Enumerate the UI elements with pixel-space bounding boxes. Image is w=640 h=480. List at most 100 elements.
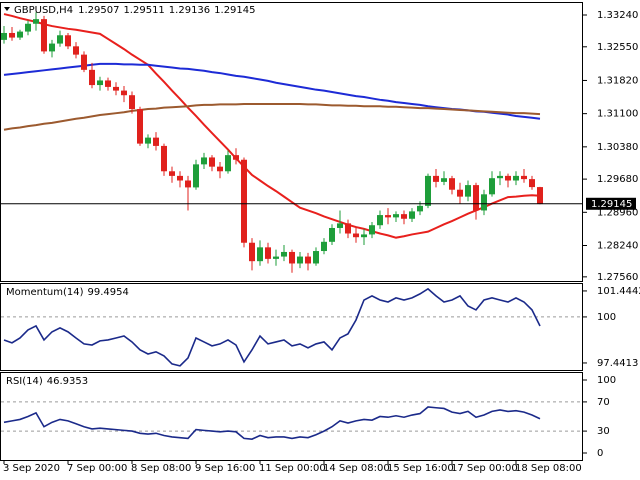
candle-body [217,166,223,172]
candle-body [65,35,71,47]
moving-average [3,102,541,131]
rsi-title: RSI(14) [6,376,43,387]
candle-body [153,137,159,146]
candle-body [193,164,199,188]
indicator-line [3,406,541,440]
y-tick-label: 1.32550 [597,42,638,53]
candle-body [177,175,183,181]
menu-icon [4,7,10,11]
candle-body [209,157,215,167]
candle-body [529,179,535,188]
x-tick-label: 8 Sep 08:00 [131,463,191,474]
y-tick-label: 100 [597,375,616,386]
candle-body [297,256,303,264]
candle-body [537,187,543,204]
y-tick-label: 30 [597,426,610,437]
y-tick-label: 0 [597,448,603,459]
candle-body [73,46,79,55]
candle-body [289,251,295,264]
y-tick-label: 1.27560 [597,272,638,283]
candle-body [521,175,527,180]
rsi-header: RSI(14) 46.9353 [6,376,88,387]
candle-body [41,19,47,52]
candle-body [321,241,327,252]
candle-body [385,215,391,218]
candle-body [137,109,143,144]
candle-body [265,247,271,259]
y-tick-label: 1.31820 [597,75,638,86]
y-tick-label: 1.28240 [597,241,638,252]
candle-body [25,23,31,32]
candle-body [401,214,407,219]
momentum-header: Momentum(14) 99.4954 [6,287,129,298]
candle-body [313,251,319,264]
rsi-panel-frame [0,372,583,461]
header-open: 1.29507 [78,5,119,16]
candle-body [281,251,287,257]
y-tick-label: 1.30380 [597,142,638,153]
candle-body [473,185,479,211]
x-tick-label: 18 Sep 08:00 [515,463,582,474]
candle-body [377,215,383,226]
candle-body [425,175,431,206]
candle-body [49,43,55,52]
candle-body [185,180,191,188]
y-tick-label: 97.4413 [597,358,638,369]
header-low: 1.29136 [169,5,210,16]
y-tick-label: 101.4442 [597,286,640,297]
candle-body [201,157,207,165]
candle-body [441,178,447,182]
candle-body [337,223,343,228]
x-tick-label: 11 Sep 00:00 [259,463,326,474]
candle-body [417,205,423,212]
momentum-title: Momentum(14) [6,287,84,298]
x-tick-label: 9 Sep 16:00 [195,463,255,474]
candle-body [121,90,127,96]
candle-body [465,185,471,197]
candle-body [225,155,231,172]
candle-body [305,256,311,264]
candle-body [89,69,95,86]
candle-body [369,225,375,235]
candle-body [1,32,7,40]
momentum-panel-frame [0,283,583,371]
x-tick-label: 14 Sep 08:00 [323,463,390,474]
candle-body [105,80,111,87]
price-header: GBPUSD,H4 1.29507 1.29511 1.29136 1.29145 [14,5,256,16]
moving-average [3,13,541,239]
candle-body [81,54,87,70]
candle-body [9,32,15,38]
candle-body [449,178,455,190]
candle-body [353,233,359,238]
candle-body [169,171,175,176]
candle-body [161,145,167,172]
candle-body [97,80,103,86]
candle-body [345,223,351,234]
candle-body [257,247,263,262]
candle-body [33,19,39,24]
candle-body [249,242,255,262]
candle-body [457,189,463,197]
price-panel-frame [0,2,583,282]
header-close: 1.29145 [214,5,255,16]
x-tick-label: 3 Sep 2020 [3,463,60,474]
x-tick-label: 7 Sep 00:00 [67,463,127,474]
candle-body [505,175,511,181]
current-price-label: 1.29145 [591,199,632,210]
y-tick-label: 1.31100 [597,109,638,120]
candle-body [513,175,519,181]
candle-body [241,159,247,243]
current-price-box [586,197,636,210]
y-tick-label: 1.29680 [597,174,638,185]
candle-body [329,227,335,242]
symbol: GBPUSD,H4 [14,5,73,16]
rsi-last: 46.9353 [47,376,88,387]
candle-body [489,178,495,195]
candle-body [361,234,367,238]
momentum-last: 99.4954 [88,287,129,298]
header-high: 1.29511 [123,5,164,16]
candle-body [481,194,487,211]
indicator-line [3,287,541,367]
